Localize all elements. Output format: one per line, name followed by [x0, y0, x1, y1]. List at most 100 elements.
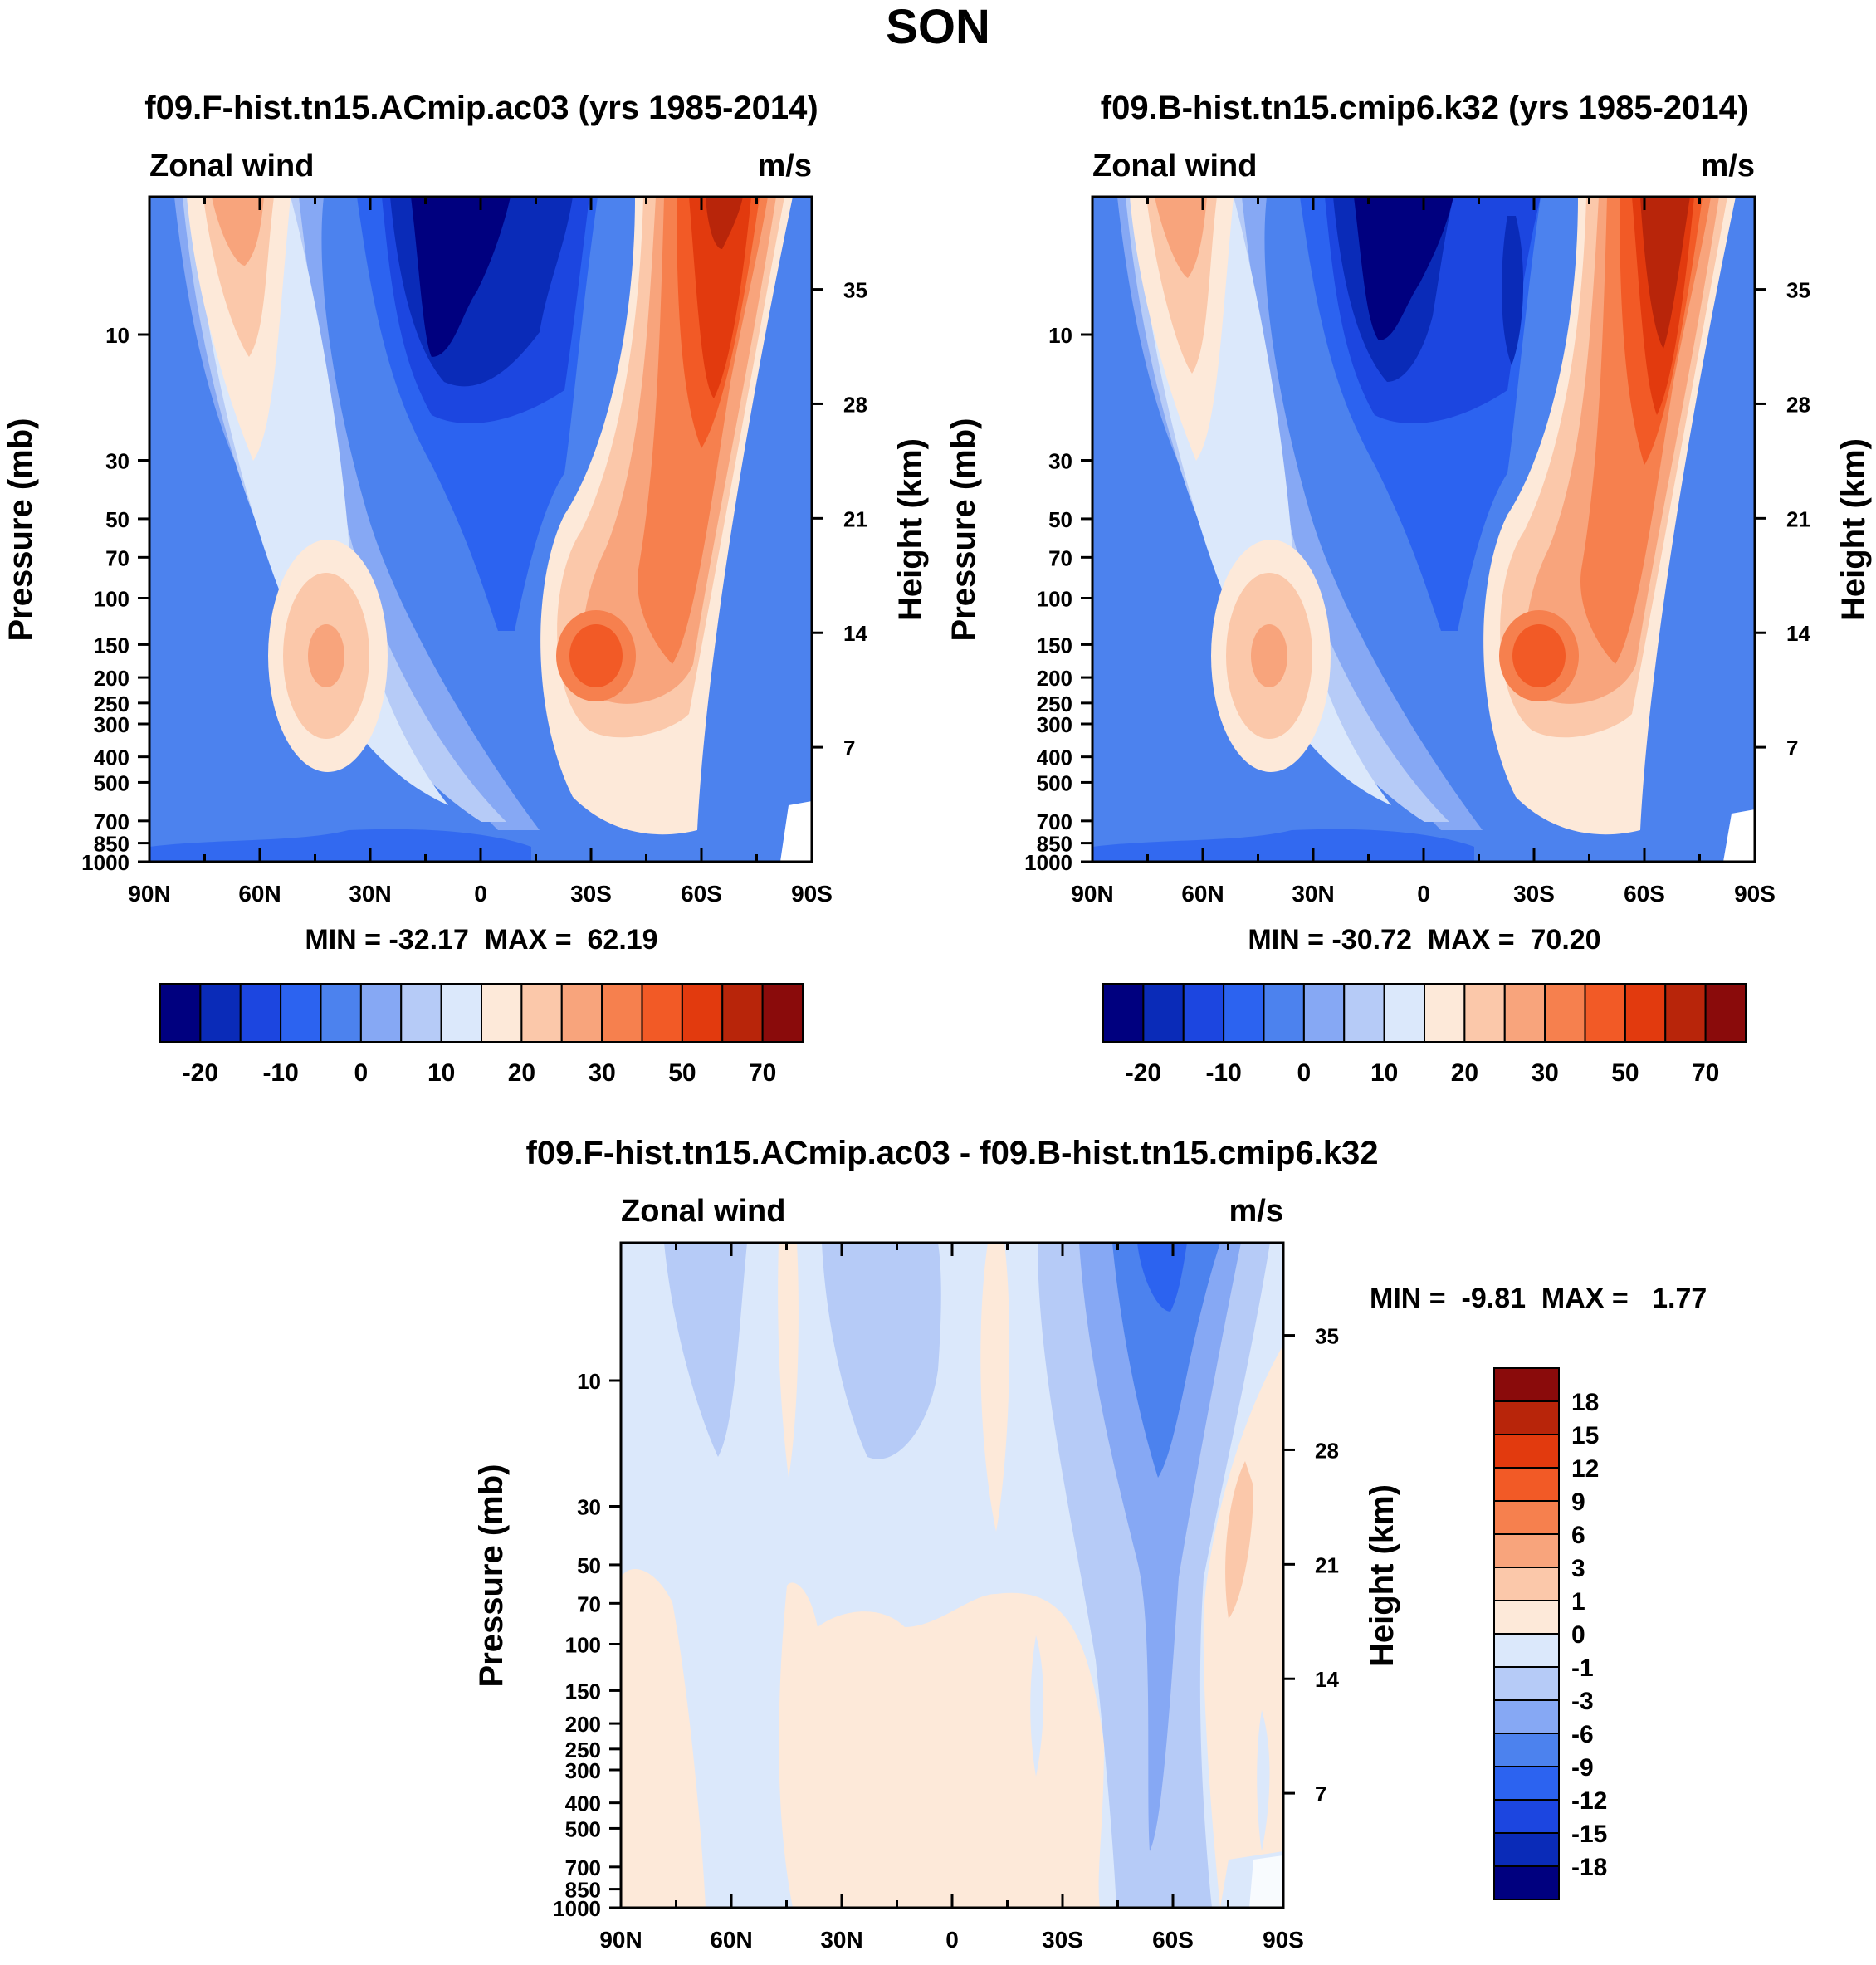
x-tick-label: 90N — [599, 1927, 642, 1953]
panel-difference-stats: MIN = -9.81 MAX = 1.77 — [1370, 1283, 1707, 1314]
y-tick-label: 10 — [105, 323, 129, 348]
y-tick-label: 100 — [94, 587, 129, 612]
colorbar-swatch — [520, 983, 563, 1043]
colorbar-label: 20 — [508, 1059, 535, 1087]
colorbar-label: 1 — [1571, 1588, 1585, 1616]
panel-difference-title: f09.F-hist.tn15.ACmip.ac03 - f09.B-hist.… — [526, 1135, 1379, 1171]
colorbar-label: 0 — [354, 1059, 369, 1087]
y-tick-label: 250 — [1037, 692, 1072, 716]
y-tick-label: 150 — [94, 633, 129, 657]
y-right-tick-label: 35 — [1786, 278, 1810, 303]
panel-left: f09.F-hist.tn15.ACmip.ac03 (yrs 1985-201… — [2, 90, 929, 1087]
panel-left-ylabel-right: Height (km) — [892, 438, 929, 621]
panel-left-title: f09.F-hist.tn15.ACmip.ac03 (yrs 1985-201… — [144, 90, 818, 126]
colorbar-swatch — [1263, 983, 1305, 1043]
y-right-tick-label: 14 — [1315, 1667, 1339, 1692]
y-tick-label: 1000 — [81, 850, 129, 875]
y-tick-label: 300 — [1037, 712, 1072, 737]
y-tick-label: 100 — [565, 1633, 601, 1658]
y-tick-label: 70 — [577, 1591, 601, 1616]
colorbar-label: 9 — [1571, 1488, 1585, 1516]
y-tick-label: 50 — [105, 507, 129, 532]
y-tick-label: 850 — [1037, 832, 1072, 857]
colorbar-label: 6 — [1571, 1522, 1585, 1549]
colorbar-swatch — [1493, 1567, 1560, 1601]
colorbar-swatch — [159, 983, 202, 1043]
y-tick-label: 200 — [94, 666, 129, 691]
colorbar-swatch — [1493, 1799, 1560, 1834]
panel-difference-ylabel: Pressure (mb) — [473, 1464, 510, 1688]
panel-difference: f09.F-hist.tn15.ACmip.ac03 - f09.B-hist.… — [473, 1135, 1707, 1953]
panel-right-variable-label: Zonal wind — [1092, 149, 1257, 183]
panel-left-variable-label: Zonal wind — [149, 149, 314, 183]
colorbar-swatch — [1544, 983, 1586, 1043]
y-tick-label: 500 — [565, 1816, 601, 1841]
colorbar-label: -10 — [262, 1059, 298, 1087]
colorbar-swatch — [681, 983, 724, 1043]
colorbar-label: -12 — [1571, 1787, 1607, 1815]
colorbar-label: -1 — [1571, 1655, 1594, 1682]
colorbar-swatch — [1424, 983, 1466, 1043]
colorbar-swatch — [400, 983, 442, 1043]
panel-right-colorbar: -20 -10 0 10 20 30 50 70 — [1102, 983, 1747, 1087]
x-tick-label: 0 — [474, 881, 487, 907]
colorbar-swatch — [1493, 1766, 1560, 1801]
colorbar-swatch — [721, 983, 764, 1043]
panel-left-contour-field — [149, 197, 812, 862]
colorbar-swatch — [1493, 1367, 1560, 1402]
colorbar-swatch — [1102, 983, 1145, 1043]
colorbar-label: 12 — [1571, 1455, 1599, 1483]
x-tick-label: 60N — [1181, 881, 1224, 907]
panel-left-units-label: m/s — [758, 149, 812, 183]
colorbar-swatch — [1493, 1434, 1560, 1469]
colorbar-label: 70 — [749, 1059, 776, 1087]
y-tick-label: 1000 — [553, 1896, 601, 1921]
panel-difference-variable-label: Zonal wind — [621, 1194, 785, 1229]
y-right-tick-label: 28 — [1315, 1438, 1339, 1463]
y-tick-label: 30 — [577, 1494, 601, 1519]
colorbar-label: 15 — [1571, 1422, 1599, 1449]
x-tick-label: 90N — [1071, 881, 1113, 907]
x-tick-label: 90N — [128, 881, 170, 907]
y-tick-label: 70 — [105, 545, 129, 570]
colorbar-swatch — [1302, 983, 1346, 1043]
panel-left-colorbar: -20 -10 0 10 20 30 50 70 — [159, 983, 804, 1087]
colorbar-swatch — [481, 983, 523, 1043]
y-tick-label: 400 — [1037, 745, 1072, 770]
y-tick-label: 850 — [565, 1878, 601, 1903]
colorbar-swatch — [359, 983, 403, 1043]
colorbar-swatch — [1493, 1733, 1560, 1767]
colorbar-swatch — [1493, 1533, 1560, 1568]
y-tick-label: 500 — [1037, 770, 1072, 795]
panel-right-ylabel: Pressure (mb) — [945, 418, 982, 642]
x-tick-label: 0 — [1417, 881, 1430, 907]
colorbar-label: 30 — [1531, 1059, 1558, 1087]
y-tick-label: 10 — [577, 1369, 601, 1394]
x-tick-label: 30N — [820, 1927, 862, 1953]
panel-right-ylabel-right: Height (km) — [1835, 438, 1872, 621]
colorbar-label: -10 — [1205, 1059, 1241, 1087]
y-tick-label: 70 — [1048, 545, 1072, 570]
y-tick-label: 150 — [1037, 633, 1072, 657]
x-tick-label: 60N — [710, 1927, 752, 1953]
colorbar-swatch — [1493, 1699, 1560, 1734]
y-tick-label: 300 — [94, 712, 129, 737]
colorbar-label: -18 — [1571, 1854, 1607, 1881]
colorbar-label: -9 — [1571, 1754, 1594, 1782]
y-tick-label: 300 — [565, 1758, 601, 1783]
x-tick-label: 30N — [349, 881, 391, 907]
x-tick-label: 60S — [681, 881, 722, 907]
x-tick-label: 60N — [238, 881, 281, 907]
panel-right-contour-field — [1092, 197, 1755, 862]
y-tick-label: 700 — [565, 1855, 601, 1880]
y-tick-label: 200 — [1037, 666, 1072, 691]
figure-title: SON — [886, 0, 990, 54]
colorbar-swatch — [1343, 983, 1385, 1043]
y-tick-label: 700 — [94, 809, 129, 834]
colorbar-swatch — [1664, 983, 1707, 1043]
colorbar-label: -20 — [183, 1059, 218, 1087]
panel-difference-ylabel-right: Height (km) — [1364, 1484, 1400, 1667]
y-right-tick-label: 28 — [1786, 392, 1810, 417]
panel-right-stats: MIN = -30.72 MAX = 70.20 — [1248, 924, 1600, 956]
